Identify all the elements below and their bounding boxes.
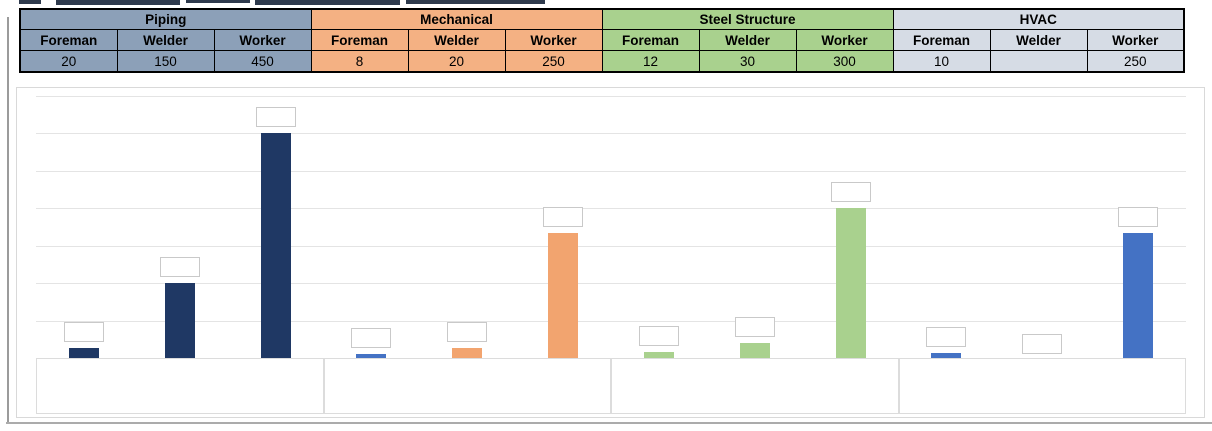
gridline [36,283,1186,284]
table-value-piping-foreman[interactable]: 20 [19,50,118,73]
clipped-text-artifact [19,0,41,4]
bar-steel-structure-foreman[interactable] [643,352,674,358]
table-value-steel-structure-worker[interactable]: 300 [795,50,894,73]
category-label-box-steel-structure[interactable] [611,358,899,414]
data-label-box-steel-structure-welder[interactable] [734,317,775,337]
table-value-mechanical-foreman[interactable]: 8 [310,50,409,73]
gridline [36,95,1186,97]
data-label-box-steel-structure-foreman[interactable] [638,326,679,346]
bar-steel-structure-welder[interactable] [739,343,770,358]
data-label-box-hvac-worker[interactable] [1118,207,1159,227]
data-label-box-piping-foreman[interactable] [63,322,104,342]
table-col-header-mechanical-welder[interactable]: Welder [407,29,506,51]
table-value-steel-structure-foreman[interactable]: 12 [601,50,700,73]
clipped-text-artifact [186,0,250,3]
chart-area[interactable] [16,87,1205,418]
table-col-header-hvac-welder[interactable]: Welder [989,29,1088,51]
gridline [36,245,1186,247]
gridline [36,170,1186,172]
bar-mechanical-foreman[interactable] [356,354,387,358]
bar-hvac-foreman[interactable] [931,353,962,358]
table-value-hvac-foreman[interactable]: 10 [892,50,991,73]
table-col-header-piping-foreman[interactable]: Foreman [19,29,118,51]
data-label-box-hvac-welder[interactable] [1022,334,1063,354]
gridline [36,133,1186,134]
clipped-text-artifact [255,0,400,5]
data-label-box-steel-structure-worker[interactable] [830,182,871,202]
bar-steel-structure-worker[interactable] [835,208,866,358]
table-group-header-steel-structure[interactable]: Steel Structure [601,8,894,30]
data-table: Piping Mechanical Steel Structure HVAC Forem… [19,8,1185,73]
bar-piping-welder[interactable] [164,283,195,358]
table-col-header-piping-worker[interactable]: Worker [213,29,312,51]
table-col-header-piping-welder[interactable]: Welder [116,29,215,51]
table-col-header-steel-structure-welder[interactable]: Welder [698,29,797,51]
table-group-header-piping[interactable]: Piping [19,8,312,30]
table-value-hvac-welder[interactable] [989,50,1088,73]
table-value-mechanical-welder[interactable]: 20 [407,50,506,73]
table-col-header-mechanical-worker[interactable]: Worker [504,29,603,51]
table-value-mechanical-worker[interactable]: 250 [504,50,603,73]
data-label-box-mechanical-welder[interactable] [447,322,488,342]
table-value-hvac-worker[interactable]: 250 [1086,50,1185,73]
table-col-header-steel-structure-worker[interactable]: Worker [795,29,894,51]
bar-piping-foreman[interactable] [68,348,99,358]
table-col-header-steel-structure-foreman[interactable]: Foreman [601,29,700,51]
table-value-steel-structure-welder[interactable]: 30 [698,50,797,73]
data-label-box-hvac-foreman[interactable] [926,327,967,347]
bar-piping-worker[interactable] [260,133,291,358]
data-label-box-mechanical-worker[interactable] [543,207,584,227]
clipped-text-artifact [56,0,180,5]
bar-mechanical-worker[interactable] [548,233,579,358]
table-col-header-mechanical-foreman[interactable]: Foreman [310,29,409,51]
panel-left-edge [7,17,9,424]
data-label-box-piping-worker[interactable] [255,107,296,127]
table-value-piping-welder[interactable]: 150 [116,50,215,73]
category-label-box-piping[interactable] [36,358,324,414]
table-group-header-hvac[interactable]: HVAC [892,8,1185,30]
clipped-text-artifact [406,0,545,4]
bar-mechanical-welder[interactable] [452,348,483,358]
panel-bottom-edge [6,422,1212,424]
table-group-header-mechanical[interactable]: Mechanical [310,8,603,30]
table-col-header-hvac-foreman[interactable]: Foreman [892,29,991,51]
gridline [36,208,1186,209]
table-value-piping-worker[interactable]: 450 [213,50,312,73]
gridline [36,320,1186,322]
data-label-box-piping-welder[interactable] [159,257,200,277]
data-label-box-mechanical-foreman[interactable] [351,328,392,348]
bar-hvac-worker[interactable] [1123,233,1154,358]
table-col-header-hvac-worker[interactable]: Worker [1086,29,1185,51]
category-label-box-hvac[interactable] [898,358,1186,414]
category-label-box-mechanical[interactable] [323,358,611,414]
